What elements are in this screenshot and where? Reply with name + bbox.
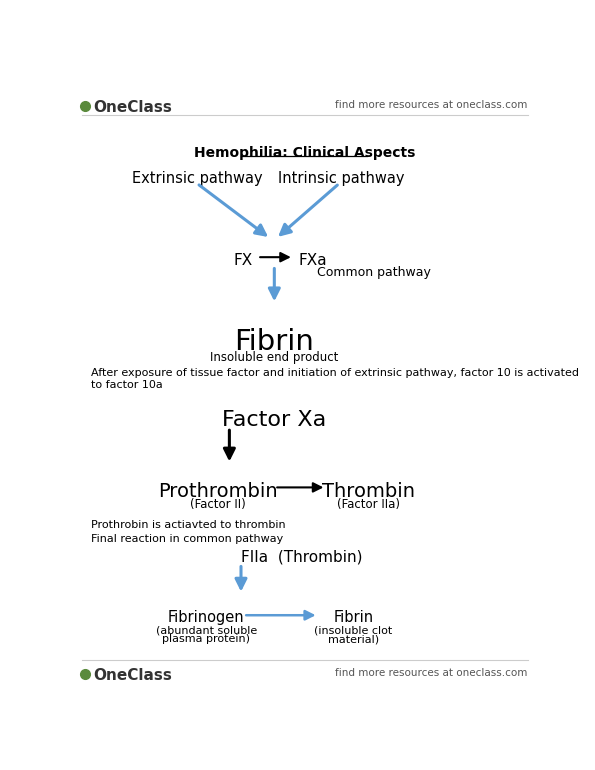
Text: Common pathway: Common pathway [317, 266, 431, 279]
Text: Intrinsic pathway: Intrinsic pathway [278, 171, 405, 186]
Text: (Factor IIa): (Factor IIa) [337, 498, 400, 511]
Text: After exposure of tissue factor and initiation of extrinsic pathway, factor 10 i: After exposure of tissue factor and init… [92, 368, 580, 390]
Text: OneClass: OneClass [94, 668, 173, 683]
Text: Factor Xa: Factor Xa [222, 410, 327, 430]
Text: (insoluble clot: (insoluble clot [314, 625, 393, 635]
Text: material): material) [328, 634, 379, 644]
Text: find more resources at oneclass.com: find more resources at oneclass.com [336, 100, 528, 110]
Text: Prothrombin: Prothrombin [158, 482, 277, 501]
Text: Final reaction in common pathway: Final reaction in common pathway [92, 534, 284, 544]
Text: Insoluble end product: Insoluble end product [210, 351, 339, 364]
Text: (Factor II): (Factor II) [190, 498, 246, 511]
Text: Fibrin: Fibrin [234, 328, 314, 356]
Text: Thrombin: Thrombin [322, 482, 415, 501]
Text: FXa: FXa [299, 253, 327, 267]
Text: Hemophilia: Clinical Aspects: Hemophilia: Clinical Aspects [194, 146, 415, 160]
Text: Extrinsic pathway: Extrinsic pathway [131, 171, 262, 186]
Text: plasma protein): plasma protein) [162, 634, 250, 644]
Text: find more resources at oneclass.com: find more resources at oneclass.com [336, 668, 528, 678]
Text: FIIa  (Thrombin): FIIa (Thrombin) [241, 549, 362, 564]
Text: Prothrobin is actiavted to thrombin: Prothrobin is actiavted to thrombin [92, 520, 286, 530]
Text: (abundant soluble: (abundant soluble [155, 625, 257, 635]
Text: OneClass: OneClass [94, 100, 173, 115]
Text: Fibrin: Fibrin [333, 610, 374, 624]
Text: Fibrinogen: Fibrinogen [168, 610, 245, 624]
Text: FX: FX [234, 253, 253, 267]
